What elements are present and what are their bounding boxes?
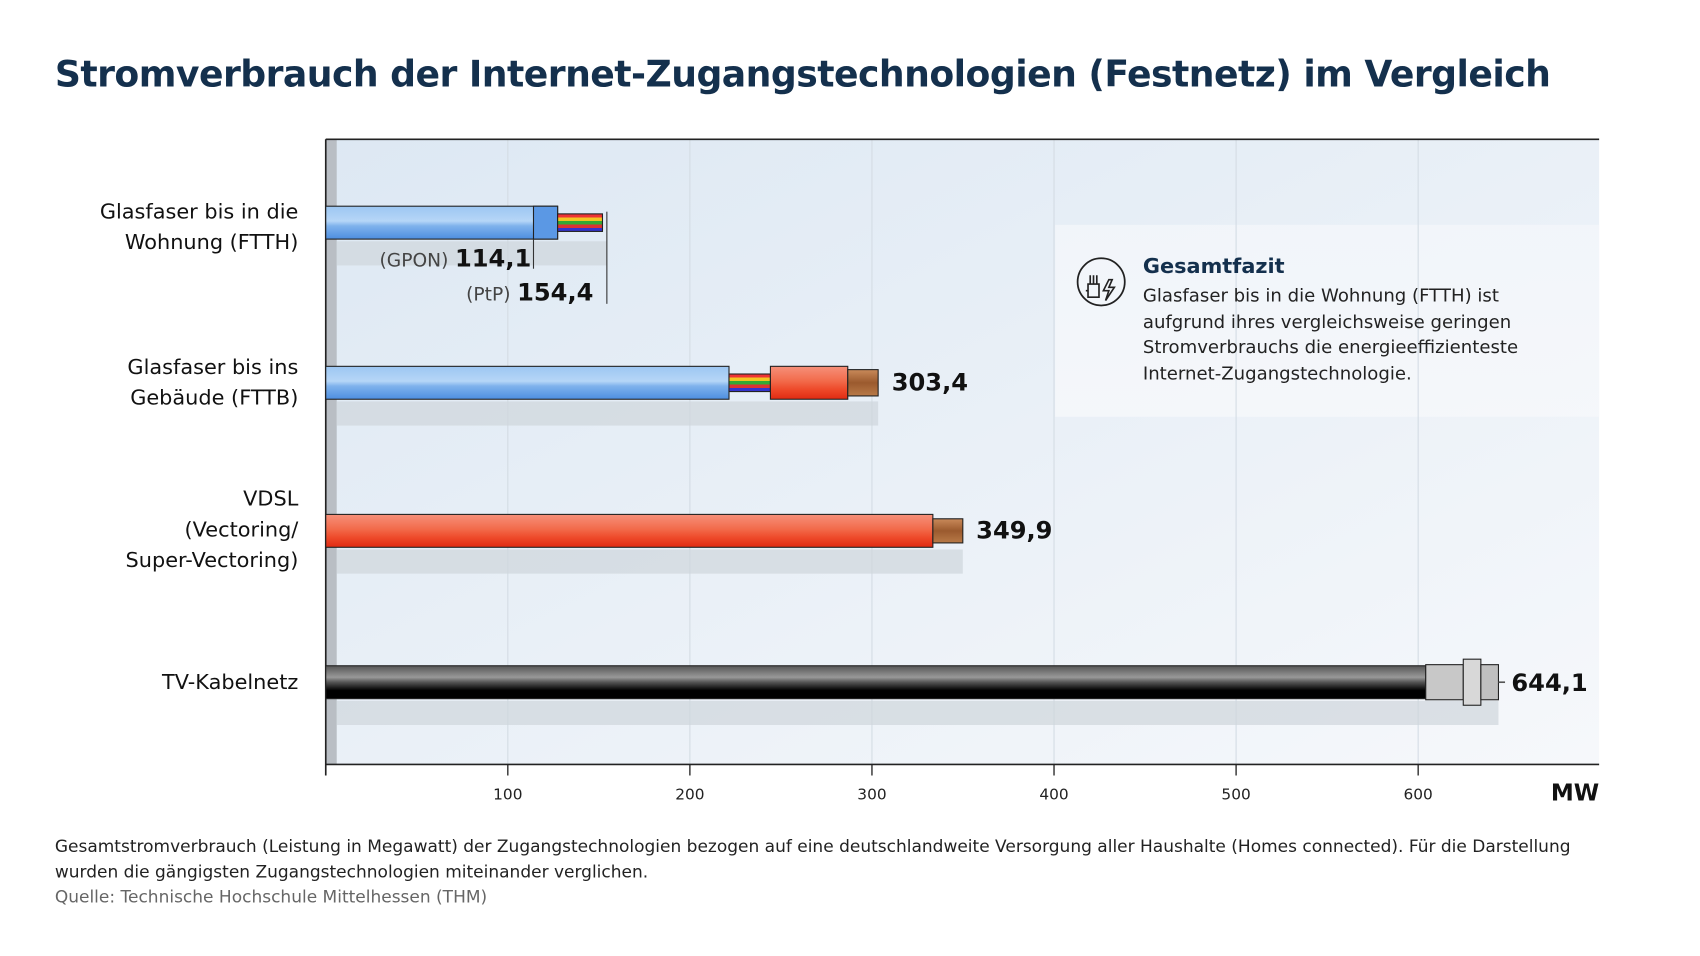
footnote-line: Gesamtstromverbrauch (Leistung in Megawa… — [54, 836, 1571, 857]
x-tick-label: 300 — [857, 786, 887, 804]
bar-vdsl-jacket — [325, 513, 934, 548]
data-label-fttb: 303,4 — [891, 369, 969, 398]
infobox-text: Glasfaser bis in die Wohnung (FTTH) ist … — [1143, 283, 1518, 386]
bar-ftth-jacket — [325, 205, 559, 240]
footnote: Gesamtstromverbrauch (Leistung in Megawa… — [55, 835, 1571, 911]
category-label-tv: TV-Kabelnetz — [162, 667, 298, 698]
infobox-line: Internet-Zugangstechnologie. — [1142, 362, 1412, 384]
chart-plot — [324, 138, 1600, 776]
label-line: Glasfaser bis ins — [127, 355, 299, 380]
x-axis-unit: MW — [1550, 779, 1600, 807]
bar-tv-coax — [325, 665, 1427, 700]
variant-label: (PtP) — [466, 284, 511, 307]
infobox-line: Stromverbrauchs die energieeffizienteste — [1142, 336, 1519, 358]
fiber-plug-lightning-icon — [1076, 257, 1126, 307]
data-label-tv: 644,1 — [1511, 670, 1588, 698]
label-line: (Vectoring/ — [184, 517, 299, 542]
label-line: Super-Vectoring) — [125, 548, 299, 573]
data-label-ptp: (PtP) 154,4 — [466, 280, 593, 307]
bar-vdsl-copper-wire — [932, 518, 964, 544]
x-tick-label: 400 — [1039, 786, 1069, 804]
bar-ftth-fibers — [557, 213, 604, 232]
x-tick-label: 600 — [1403, 786, 1433, 804]
value-label: 114,1 — [454, 245, 532, 274]
data-label-vdsl: 349,9 — [976, 517, 1053, 546]
bar-tv-connector-nut — [1462, 658, 1482, 706]
category-label-vdsl: VDSL (Vectoring/ Super-Vectoring) — [126, 484, 299, 576]
source-note: Quelle: Technische Hochschule Mittelhess… — [54, 887, 488, 908]
variant-label: (GPON) — [379, 250, 449, 273]
footnote-line: wurden die gängigsten Zugangstechnologie… — [54, 862, 649, 882]
infobox-line: aufgrund ihres vergleichsweise geringen — [1142, 310, 1512, 332]
infobox-panel — [1055, 224, 1600, 417]
bar-shadow — [336, 700, 1499, 725]
label-line: TV-Kabelnetz — [161, 670, 299, 695]
bar-fttb-copper-jacket — [769, 365, 849, 400]
value-label: 154,4 — [517, 279, 594, 308]
infobox-title: Gesamtfazit — [1142, 254, 1285, 279]
bar-tv-connector-sleeve — [1425, 664, 1464, 701]
x-tick-label: 500 — [1221, 786, 1251, 804]
x-tick-label: 100 — [493, 786, 523, 804]
bar-fttb-fibers — [728, 373, 771, 393]
bar-shadow — [336, 401, 879, 426]
label-line: Wohnung (FTTH) — [124, 230, 299, 255]
chart-title: Stromverbrauch der Internet-Zugangstechn… — [54, 52, 1551, 96]
label-line: VDSL — [243, 486, 299, 512]
bar-ftth-end — [532, 205, 559, 240]
x-tick-label: 200 — [675, 786, 705, 804]
y-axis-shadow — [325, 139, 337, 765]
label-line: Gebäude (FTTB) — [130, 386, 299, 411]
bar-fttb-fiber — [325, 365, 730, 400]
label-line: Glasfaser bis in die — [99, 199, 299, 224]
category-label-ftth: Glasfaser bis in die Wohnung (FTTH) — [100, 196, 299, 257]
bar-shadow — [336, 241, 607, 266]
data-label-gpon: (GPON) 114,1 — [379, 246, 531, 273]
bar-shadow — [336, 549, 963, 574]
bar-fttb-copper-wire — [847, 369, 879, 397]
infobox-line: Glasfaser bis in die Wohnung (FTTH) ist — [1142, 285, 1499, 307]
bar-tv-connector-tip — [1480, 664, 1500, 701]
category-label-fttb: Glasfaser bis ins Gebäude (FTTB) — [127, 352, 298, 413]
